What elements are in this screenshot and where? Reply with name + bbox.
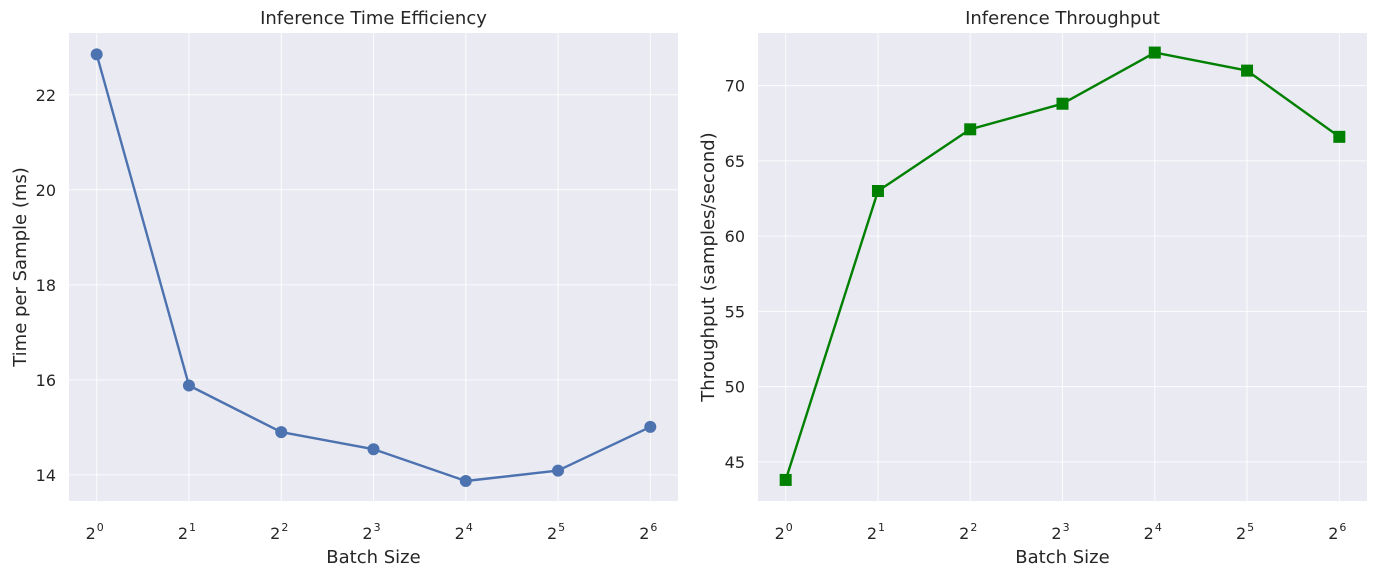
y-tick-label: 55 [725, 302, 745, 321]
y-axis-label: Throughput (samples/second) [698, 132, 719, 402]
y-axis-label: Time per Sample (ms) [10, 167, 31, 368]
x-tick-label: 24 [455, 521, 473, 543]
data-point [367, 443, 380, 456]
y-tick-label: 70 [725, 77, 745, 96]
chart-panel-1: 14 16 18 20 22 20 21 22 23 24 25 26 Inference Time E… [10, 8, 678, 568]
x-axis-label: Batch Size [1015, 547, 1109, 568]
x-tick-label: 21 [178, 521, 196, 543]
data-point [459, 475, 472, 488]
x-tick-label: 25 [547, 521, 565, 543]
x-tick-label: 25 [1236, 521, 1254, 543]
x-tick-label: 24 [1144, 521, 1162, 543]
x-tick-label: 26 [639, 521, 657, 543]
y-tick-label: 16 [36, 371, 56, 390]
data-point [644, 420, 657, 433]
x-tick-label: 23 [362, 521, 380, 543]
x-axis-label: Batch Size [326, 547, 420, 568]
y-tick-label: 14 [36, 466, 56, 485]
data-point [779, 473, 792, 486]
data-point [1148, 46, 1161, 59]
chart-title: Inference Time Efficiency [260, 8, 487, 29]
data-point [90, 48, 103, 61]
y-tick-label: 50 [725, 378, 745, 397]
y-tick-label: 20 [36, 181, 56, 200]
x-tick-label: 20 [775, 521, 793, 543]
data-point [182, 379, 195, 392]
x-tick-label: 21 [867, 521, 885, 543]
y-tick-label: 60 [725, 227, 745, 246]
y-tick-label: 65 [725, 152, 745, 171]
chart-title: Inference Throughput [965, 8, 1160, 29]
data-point [964, 123, 977, 136]
y-tick-label: 18 [36, 276, 56, 295]
y-tick-label: 22 [36, 86, 56, 105]
data-point [552, 464, 565, 477]
data-point [1241, 64, 1254, 77]
data-point [1056, 97, 1069, 110]
x-tick-label: 22 [959, 521, 977, 543]
x-tick-label: 22 [270, 521, 288, 543]
y-tick-label: 45 [725, 453, 745, 472]
data-point [275, 426, 288, 439]
x-tick-label: 26 [1328, 521, 1346, 543]
chart-panel-2: 45 50 55 60 65 70 20 21 22 23 24 25 26 Inference Thro… [698, 8, 1367, 568]
x-tick-label: 20 [86, 521, 104, 543]
x-tick-label: 23 [1051, 521, 1069, 543]
data-point [1333, 130, 1346, 143]
data-point [871, 185, 884, 198]
